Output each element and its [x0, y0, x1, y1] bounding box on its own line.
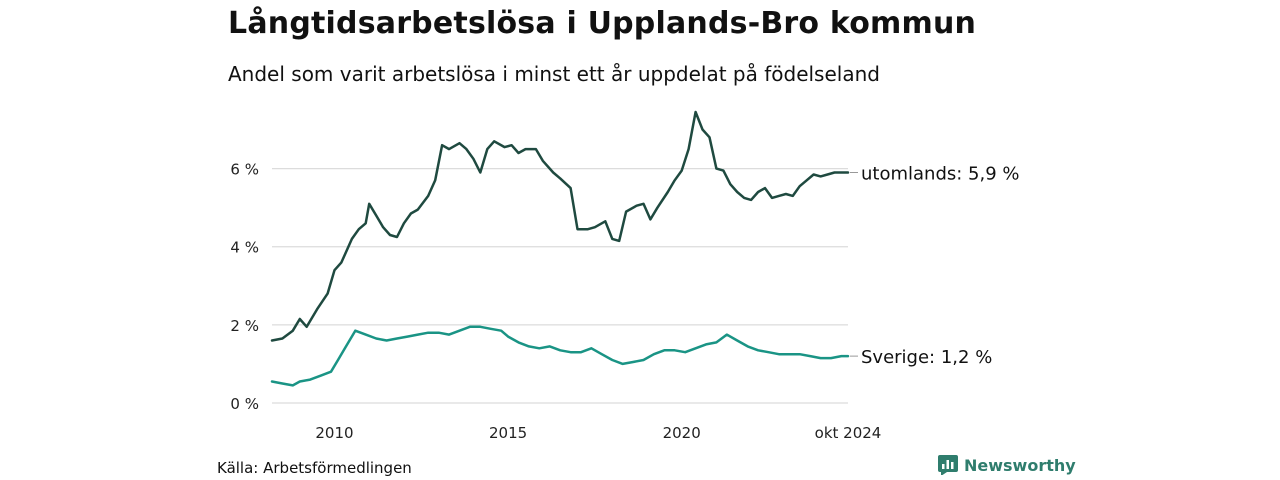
x-axis-tick-labels: 2010 2015 2020 okt 2024	[315, 424, 881, 442]
y-tick-label-1: 2 %	[230, 317, 259, 335]
series-end-labels: utomlands: 5,9 % Sverige: 1,2 %	[850, 164, 1020, 368]
y-axis-tick-labels: 0 % 2 % 4 % 6 %	[230, 161, 259, 413]
y-tick-label-3: 6 %	[230, 161, 259, 179]
series-lines	[270, 110, 850, 387]
source-note: Källa: Arbetsförmedlingen	[217, 459, 412, 477]
brand-name: Newsworthy	[964, 455, 1076, 475]
x-tick-label-0: 2010	[315, 424, 353, 442]
x-tick-label-1: 2015	[489, 424, 527, 442]
chart-title: Långtidsarbetslösa i Upplands-Bro kommun	[228, 6, 977, 41]
brand: Newsworthy	[938, 455, 1076, 475]
end-label-sverige: Sverige: 1,2 %	[861, 347, 992, 368]
y-tick-label-0: 0 %	[230, 395, 259, 413]
newsworthy-logo-icon	[938, 455, 958, 475]
chart-subtitle: Andel som varit arbetslösa i minst ett å…	[228, 62, 880, 86]
gridlines	[272, 168, 848, 404]
y-tick-label-2: 4 %	[230, 239, 259, 257]
series-line-utomlands	[270, 110, 850, 342]
series-line-sverige	[270, 325, 850, 387]
x-tick-label-3: okt 2024	[815, 424, 882, 442]
x-tick-label-2: 2020	[663, 424, 701, 442]
end-label-utomlands: utomlands: 5,9 %	[861, 164, 1020, 185]
